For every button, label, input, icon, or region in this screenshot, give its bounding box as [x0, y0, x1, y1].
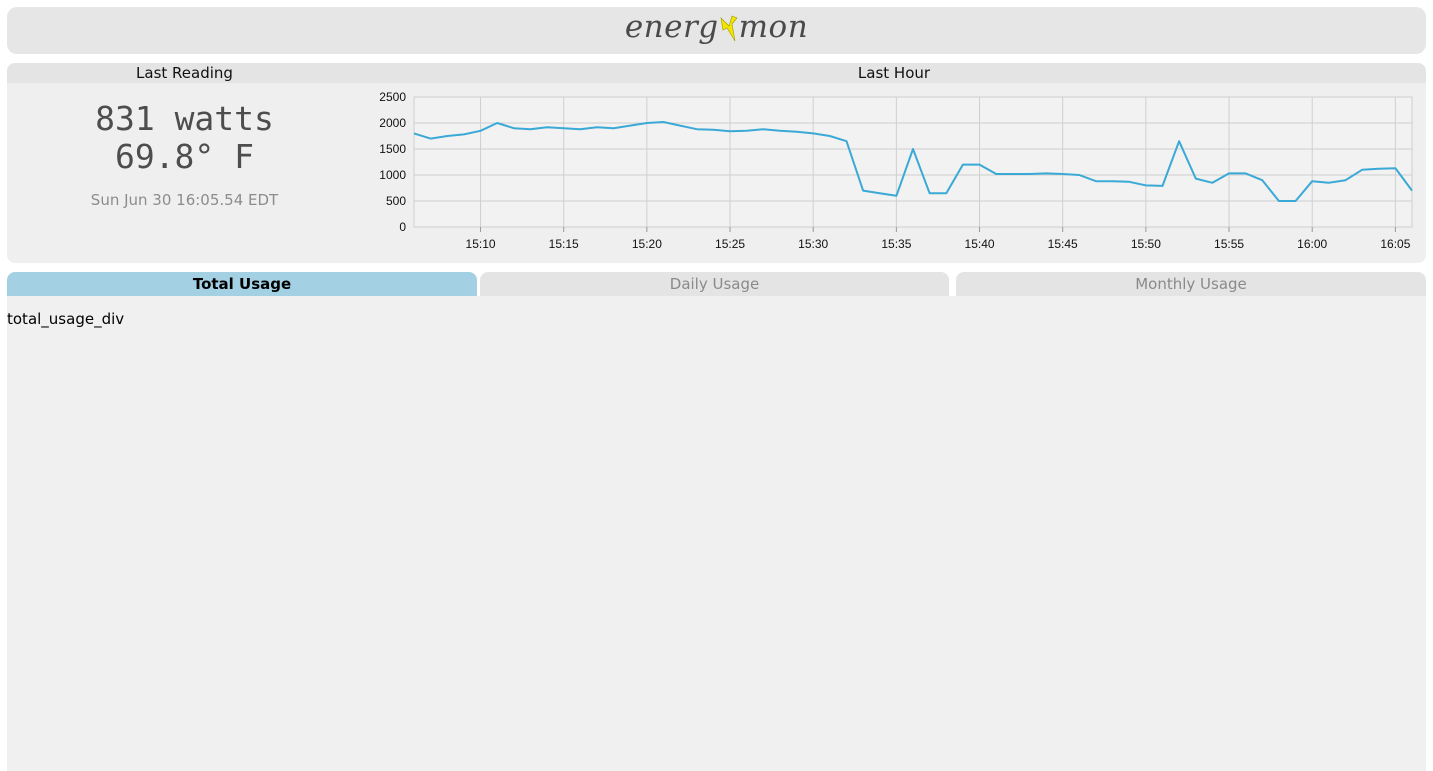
x-tick-label: 16:05	[1380, 237, 1410, 251]
y-tick-label: 1000	[379, 168, 406, 182]
temperature-reading: 69.8° F	[114, 137, 255, 176]
y-tick-label: 0	[399, 220, 406, 234]
x-tick-label: 15:40	[965, 237, 995, 251]
readings-title-bar	[7, 63, 1426, 83]
x-tick-label: 15:35	[881, 237, 911, 251]
content-placeholder: total_usage_div	[7, 310, 125, 328]
x-tick-label: 15:45	[1048, 237, 1078, 251]
y-tick-label: 2500	[379, 90, 406, 104]
app-header: energ mon	[7, 7, 1426, 54]
usage-content: total_usage_div	[7, 296, 1426, 771]
logo-text-left: energ	[624, 9, 719, 45]
chart-plot-area	[413, 96, 1413, 228]
usage-tabs: Total Usage Daily Usage Monthly Usage	[7, 272, 1426, 296]
y-tick-label: 1500	[379, 142, 406, 156]
y-tick-label: 500	[386, 194, 406, 208]
x-tick-label: 15:20	[632, 237, 662, 251]
y-tick-label: 2000	[379, 116, 406, 130]
logo-text-right: mon	[738, 9, 809, 45]
tab-daily-usage[interactable]: Daily Usage	[480, 272, 949, 296]
last-hour-title: Last Hour	[857, 64, 931, 82]
x-tick-label: 15:10	[466, 237, 496, 251]
tab-total-usage[interactable]: Total Usage	[7, 272, 477, 296]
x-tick-label: 15:30	[798, 237, 828, 251]
last-hour-chart: 0 500 1000 1500 2000 2500 15:10 15:15 15:20 15:25…	[379, 90, 1413, 251]
x-tick-label: 15:50	[1131, 237, 1161, 251]
reading-timestamp: Sun Jun 30 16:05.54 EDT	[90, 191, 279, 209]
lightning-bolt-icon	[720, 12, 738, 42]
readings-panel: Last Reading Last Hour 831 watts 69.8° F…	[7, 63, 1426, 263]
series-line-power	[413, 121, 1413, 202]
power-reading: 831 watts	[95, 99, 274, 138]
app-logo: energ mon	[7, 9, 1426, 45]
x-tick-label: 16:00	[1297, 237, 1327, 251]
x-tick-label: 15:15	[549, 237, 579, 251]
x-tick-label: 15:25	[715, 237, 745, 251]
tab-monthly-usage[interactable]: Monthly Usage	[956, 272, 1426, 296]
last-reading-title: Last Reading	[136, 64, 233, 82]
x-tick-label: 15:55	[1214, 237, 1244, 251]
